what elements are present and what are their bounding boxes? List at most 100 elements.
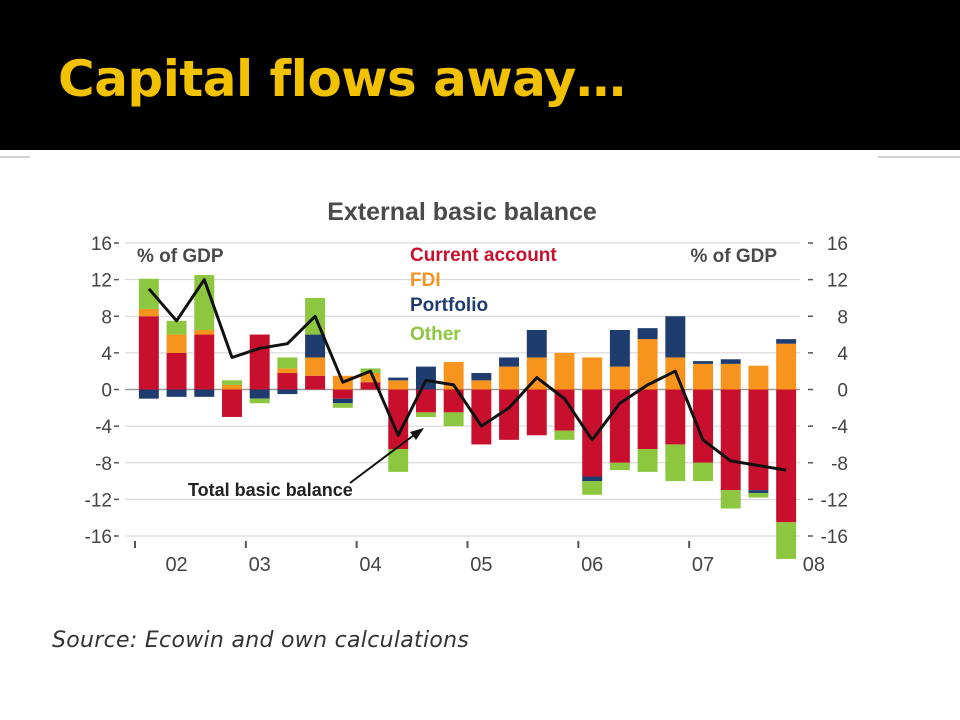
bar-segment-current-account — [138, 316, 159, 390]
x-tick-label: 06 — [581, 554, 603, 576]
y-tick-label-right: 12 — [827, 271, 848, 292]
bar-segment-fdi — [720, 363, 741, 390]
annotation-arrowhead — [410, 428, 424, 440]
bar-segment-current-account — [332, 389, 353, 399]
bar-segment-fdi — [305, 357, 326, 376]
title-bar: Capital flows away… — [0, 0, 960, 150]
bar-segment-portfolio — [665, 316, 686, 358]
bar-segment-portfolio — [526, 329, 547, 358]
bar-segment-other — [665, 444, 686, 482]
legend-current-account: Current account — [410, 245, 557, 266]
bar-segment-portfolio — [582, 476, 603, 482]
bar-segment-current-account — [249, 334, 270, 390]
x-tick-label: 05 — [470, 554, 492, 576]
bar-segment-current-account — [526, 389, 547, 436]
y-tick-label-left: 0 — [101, 381, 112, 402]
y-tick-label-right: -8 — [831, 454, 848, 475]
x-tick-label: 02 — [165, 554, 187, 576]
bar-segment-other — [582, 481, 603, 495]
bar-segment-current-account — [582, 389, 603, 477]
bar-segment-portfolio — [720, 359, 741, 364]
legend-fdi: FDI — [410, 270, 441, 291]
bar-segment-portfolio — [332, 398, 353, 404]
bar-segment-portfolio — [776, 339, 797, 344]
y-tick-label-left: 4 — [101, 344, 112, 365]
bar-segment-other — [138, 278, 159, 309]
bar-segment-current-account — [277, 373, 298, 390]
bar-segment-other — [443, 412, 464, 427]
bar-segment-fdi — [194, 329, 215, 335]
annotation-total-basic-balance: Total basic balance — [188, 428, 424, 500]
bar-segment-other — [609, 462, 630, 471]
bar-segment-current-account — [499, 389, 520, 440]
chart-title: External basic balance — [327, 198, 597, 226]
slide-title: Capital flows away… — [58, 50, 626, 108]
bar-segment-other — [166, 320, 187, 335]
y-tick-label-right: 0 — [837, 381, 848, 402]
bar-segment-portfolio — [693, 361, 713, 364]
legend: Current account FDI Portfolio Other — [410, 245, 557, 345]
bar-segment-other — [415, 412, 436, 417]
bar-segment-portfolio — [138, 389, 159, 399]
bar-segment-other — [249, 398, 270, 404]
bar-segment-fdi — [609, 366, 630, 390]
bar-segment-portfolio — [277, 389, 298, 395]
bar-segment-other — [277, 357, 298, 369]
bar-segment-fdi — [166, 334, 187, 353]
source-note: Source: Ecowin and own calculations — [52, 628, 470, 653]
bar-segment-current-account — [554, 389, 575, 431]
bar-segment-current-account — [471, 389, 492, 445]
bar-segment-portfolio — [166, 389, 187, 397]
bar-segment-portfolio — [499, 357, 520, 367]
legend-portfolio: Portfolio — [410, 295, 488, 316]
bar-segment-portfolio — [748, 490, 769, 493]
bar-segment-fdi — [776, 343, 797, 390]
bar-segment-current-account — [748, 389, 769, 491]
bar-segment-fdi — [554, 352, 575, 390]
bar-segment-current-account — [776, 389, 797, 523]
bar-segment-portfolio — [471, 373, 492, 381]
bar-segment-current-account — [637, 389, 658, 450]
y-axis-label-right: % of GDP — [690, 246, 777, 267]
y-tick-label-left: 12 — [91, 271, 112, 292]
y-tick-label-left: -4 — [95, 417, 112, 438]
bar-segment-current-account — [222, 389, 242, 417]
bar-segment-fdi — [222, 384, 242, 390]
x-tick-label: 07 — [692, 554, 714, 576]
x-tick-label: 04 — [359, 554, 381, 576]
legend-other: Other — [410, 324, 461, 345]
y-tick-label-left: -12 — [85, 490, 112, 511]
y-axis-label-left: % of GDP — [137, 246, 224, 267]
y-tick-label-right: -12 — [821, 490, 848, 511]
y-tick-label-right: 4 — [837, 344, 848, 365]
bar-segment-portfolio — [249, 389, 270, 399]
bar-segment-current-account — [360, 382, 381, 390]
bar-segment-portfolio — [609, 329, 630, 367]
bar-segment-other — [720, 490, 741, 509]
bar-segment-other — [637, 449, 658, 472]
x-tick-label: 03 — [249, 554, 271, 576]
y-tick-label-left: 8 — [101, 307, 112, 328]
bar-segment-current-account — [609, 389, 630, 463]
bar-segment-current-account — [720, 389, 741, 491]
bar-segment-fdi — [693, 363, 713, 390]
bar-segment-other — [222, 380, 242, 385]
bar-segment-other — [554, 430, 575, 440]
y-tick-label-right: -16 — [821, 527, 848, 548]
bar-segment-fdi — [499, 366, 520, 390]
divider-right — [878, 156, 960, 158]
bar-segment-current-account — [443, 389, 464, 413]
bar-segment-portfolio — [637, 328, 658, 340]
bar-segment-current-account — [194, 334, 215, 390]
y-tick-label-right: 16 — [827, 234, 848, 255]
y-tick-label-left: -8 — [95, 454, 112, 475]
bar-segment-fdi — [471, 380, 492, 390]
x-tick-label: 08 — [803, 554, 825, 576]
bar-segment-fdi — [748, 365, 769, 390]
bar-segment-portfolio — [388, 377, 409, 381]
bar-segment-fdi — [637, 339, 658, 390]
y-tick-label-left: 16 — [91, 234, 112, 255]
bar-segment-portfolio — [194, 389, 215, 397]
bar-segment-other — [748, 492, 769, 498]
bar-segment-other — [332, 403, 353, 408]
